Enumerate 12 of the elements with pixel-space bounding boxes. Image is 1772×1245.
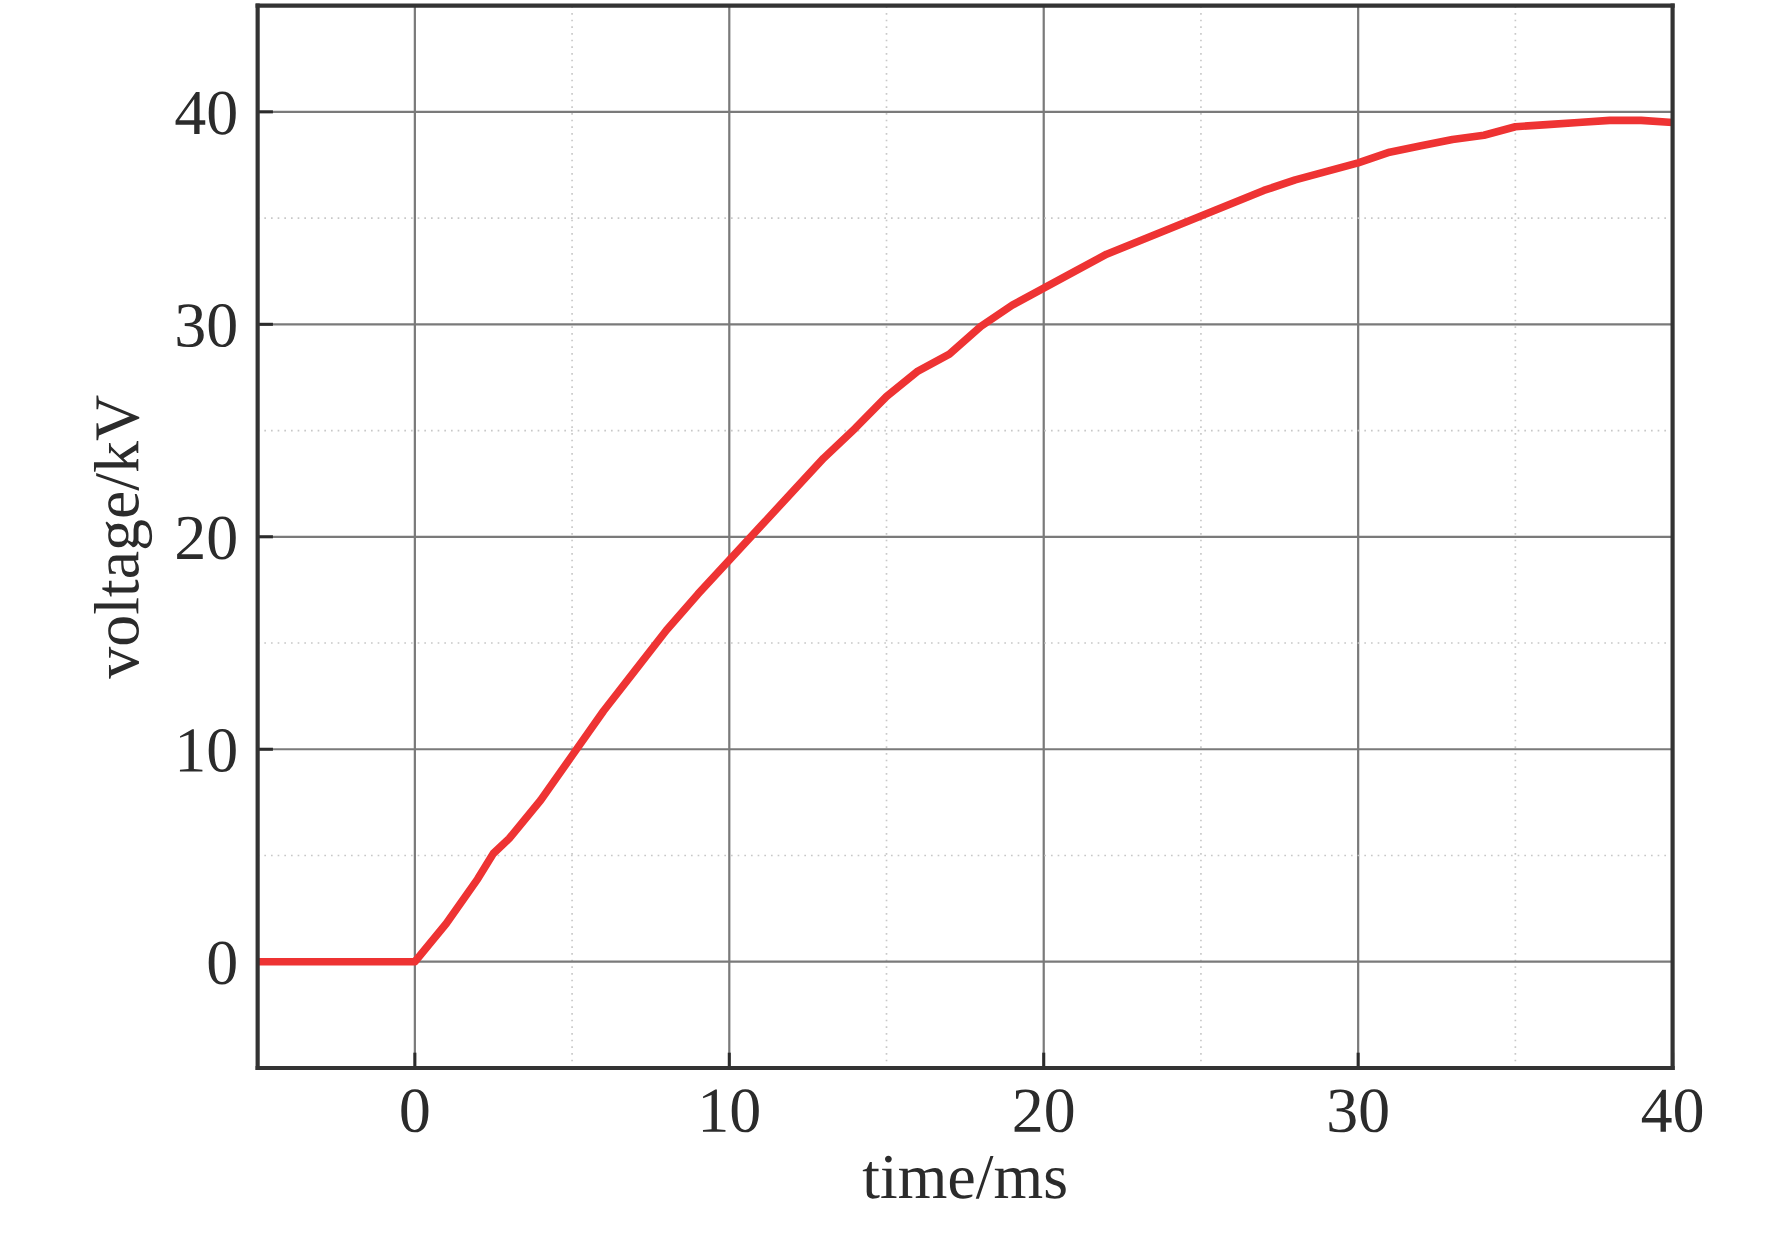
y-tick-label: 10	[179, 728, 236, 773]
y-tick-label: 20	[177, 516, 236, 560]
y-tick-label: 30	[177, 303, 236, 348]
x-tick-label: 0	[401, 1089, 429, 1133]
y-axis-title: voltage/kV	[93, 395, 153, 679]
x-tick-label: 40	[1641, 1089, 1703, 1133]
y-tick-label: 40	[175, 91, 236, 135]
x-axis-title: time/ms	[862, 1155, 1066, 1199]
x-tick-label: 20	[1014, 1089, 1074, 1133]
x-tick-label: 10	[702, 1089, 759, 1133]
x-tick-label: 30	[1329, 1089, 1388, 1133]
y-tick-label: 0	[208, 941, 236, 985]
